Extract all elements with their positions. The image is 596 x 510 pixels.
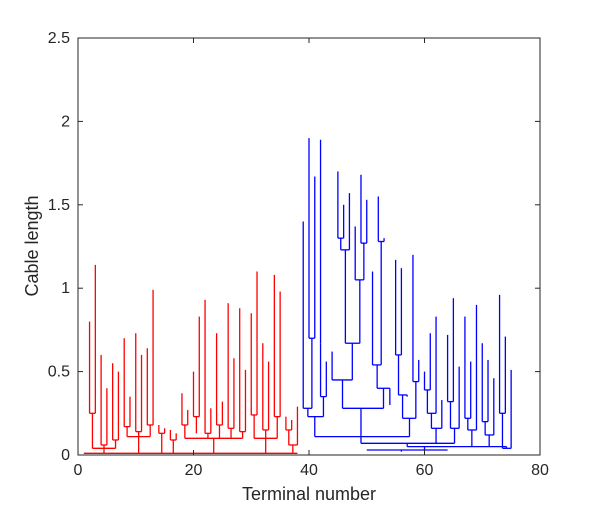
series-layer <box>83 138 512 454</box>
x-axis-label: Terminal number <box>242 484 376 504</box>
x-tick-label: 40 <box>300 462 318 479</box>
y-axis-label: Cable length <box>22 195 42 296</box>
tick-layer: 0 20 40 60 80 0 0.5 1 1.5 2 2.5 <box>48 30 549 479</box>
y-tick-label: 0.5 <box>48 364 70 381</box>
x-tick-label: 0 <box>74 462 83 479</box>
y-tick-label: 1.5 <box>48 197 70 214</box>
series-0 <box>83 264 299 454</box>
x-tick-label: 60 <box>416 462 434 479</box>
series-1 <box>302 138 512 452</box>
y-tick-label: 1 <box>61 280 70 297</box>
x-tick-label: 80 <box>531 462 549 479</box>
y-tick-label: 2.5 <box>48 30 70 47</box>
y-tick-label: 0 <box>61 447 70 464</box>
x-tick-label: 20 <box>185 462 203 479</box>
y-tick-label: 2 <box>61 113 70 130</box>
